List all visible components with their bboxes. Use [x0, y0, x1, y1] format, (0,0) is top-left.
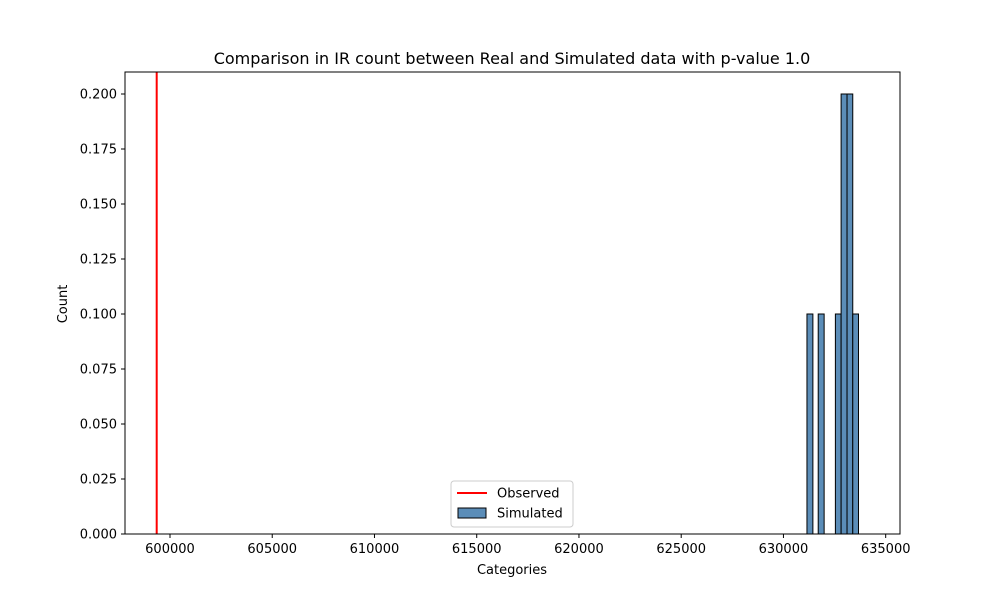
y-tick-label: 0.100	[80, 308, 117, 323]
plot-area-frame	[124, 71, 901, 535]
y-axis-ticks: 0.000 0.025 0.050 0.075 0.100 0.125 0.150 0.175…	[80, 88, 125, 543]
histogram-bar	[834, 313, 842, 535]
legend: Observed Simulated	[450, 480, 574, 528]
y-tick-label: 0.075	[80, 363, 117, 378]
y-tick-label: 0.025	[80, 473, 117, 488]
y-tick-label: 0.200	[80, 88, 117, 103]
x-tick-label: 600000	[145, 542, 195, 557]
chart-title: Comparison in IR count between Real and …	[214, 49, 811, 68]
legend-simulated-swatch	[457, 507, 487, 519]
y-tick-label: 0.125	[80, 253, 117, 268]
x-tick-label: 615000	[452, 542, 502, 557]
y-tick-label: 0.175	[80, 143, 117, 158]
y-axis-label: Count	[56, 285, 71, 324]
x-tick-label: 630000	[759, 542, 809, 557]
histogram-bar	[806, 313, 814, 535]
x-axis-ticks: 600000 605000 610000 615000 620000 625000 6300…	[145, 534, 911, 557]
histogram-bar	[817, 313, 825, 535]
y-tick-label: 0.050	[80, 418, 117, 433]
histogram-bar	[840, 93, 848, 535]
histogram-bars	[806, 93, 859, 535]
x-axis-label: Categories	[477, 563, 547, 578]
x-tick-label: 610000	[350, 542, 400, 557]
x-tick-label: 625000	[656, 542, 706, 557]
y-tick-label: 0.000	[80, 528, 117, 543]
x-tick-label: 635000	[861, 542, 911, 557]
x-tick-label: 605000	[247, 542, 297, 557]
histogram-bar	[846, 93, 854, 535]
y-tick-label: 0.150	[80, 198, 117, 213]
legend-observed-label: Observed	[497, 487, 560, 502]
x-tick-label: 620000	[554, 542, 604, 557]
histogram-bar	[852, 313, 859, 535]
legend-simulated-label: Simulated	[497, 507, 563, 522]
